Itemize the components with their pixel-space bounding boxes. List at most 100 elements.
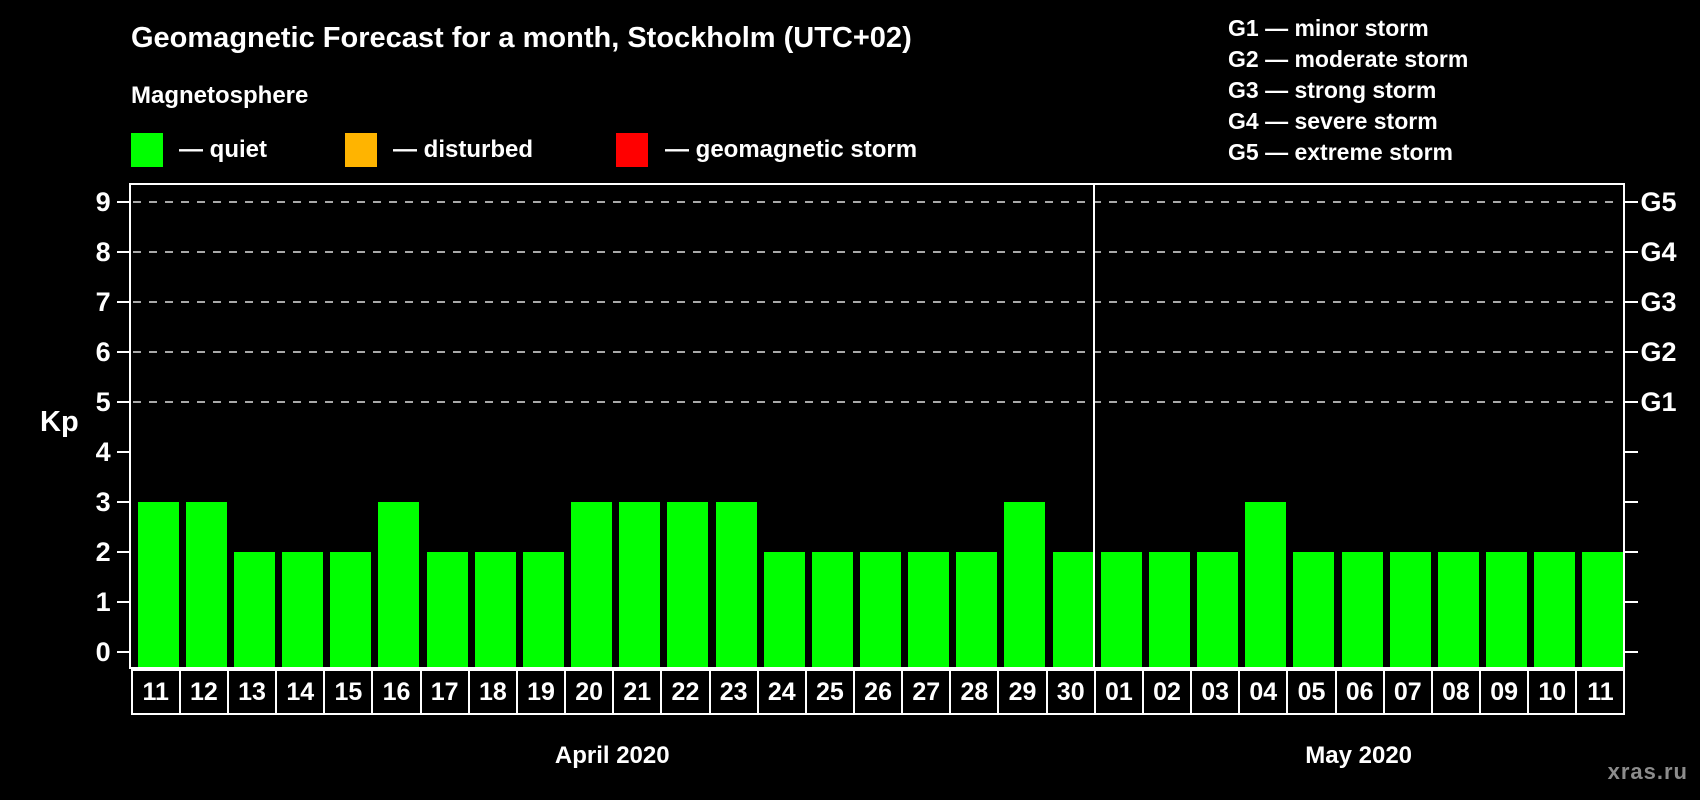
kp-bar-may-06 <box>1341 551 1383 667</box>
date-cell-11: 11 <box>130 669 181 715</box>
y-axis-tick <box>116 300 130 303</box>
g-axis-tick <box>1624 650 1638 653</box>
g-axis-tick <box>1624 300 1638 303</box>
g-scale-legend-line: G1 — minor storm <box>1228 15 1429 41</box>
y-axis-tick-label: 4 <box>95 436 111 467</box>
date-cell-19: 19 <box>515 669 567 715</box>
date-cell-06: 06 <box>1334 669 1385 715</box>
kp-bar-april-15 <box>330 551 372 667</box>
kp-bar-april-27 <box>908 551 950 667</box>
date-cell-14: 14 <box>275 669 326 715</box>
date-cell-22: 22 <box>660 669 711 715</box>
g-scale-legend-line: G4 — severe storm <box>1228 108 1438 134</box>
kp-bar-may-03 <box>1197 551 1239 667</box>
kp-bar-april-29 <box>1004 501 1046 667</box>
date-cell-20: 20 <box>564 669 615 715</box>
date-cell-11: 11 <box>1575 669 1626 715</box>
y-axis-tick <box>116 450 130 453</box>
y-axis-tick-label: 7 <box>95 286 111 317</box>
date-cell-15: 15 <box>323 669 374 715</box>
date-cell-16: 16 <box>371 669 422 715</box>
y-axis-tick <box>116 550 130 553</box>
kp-bar-april-26 <box>860 551 902 667</box>
date-cell-30: 30 <box>1045 669 1096 715</box>
kp-bar-may-10 <box>1534 551 1576 667</box>
date-cell-28: 28 <box>949 669 1000 715</box>
storm-swatch-icon <box>616 133 648 167</box>
watermark: xras.ru <box>1607 759 1688 784</box>
y-axis-tick <box>116 650 130 653</box>
kp-bar-april-20 <box>571 501 613 667</box>
y-axis-tick <box>116 400 130 403</box>
kp-bar-may-09 <box>1486 551 1528 667</box>
kp-bar-april-21 <box>619 501 661 667</box>
month-label: April 2020 <box>554 742 670 769</box>
disturbed-swatch-icon <box>345 133 377 167</box>
date-cell-25: 25 <box>804 669 855 715</box>
kp-bar-april-12 <box>185 501 227 667</box>
kp-bar-april-25 <box>811 551 853 667</box>
y-axis-tick <box>116 500 130 503</box>
plot-area <box>129 183 1625 669</box>
legend-label-disturbed: — disturbed <box>393 136 534 163</box>
date-cell-08: 08 <box>1430 669 1482 715</box>
legend-label-quiet: — quiet <box>179 136 267 163</box>
y-axis-tick <box>116 200 130 203</box>
date-cell-09: 09 <box>1479 669 1530 715</box>
y-axis-tick-label: 3 <box>95 486 111 517</box>
g-scale-legend-line: G3 — strong storm <box>1228 77 1437 103</box>
kp-bar-april-17 <box>426 551 468 667</box>
date-cell-13: 13 <box>227 669 278 715</box>
g-axis-label: G4 <box>1640 236 1677 267</box>
month-separator <box>1092 185 1095 667</box>
g-axis-tick <box>1624 450 1638 453</box>
y-axis-tick <box>116 600 130 603</box>
chart-subtitle: Magnetosphere <box>131 82 309 109</box>
date-cell-04: 04 <box>1238 669 1289 715</box>
date-cell-05: 05 <box>1286 669 1337 715</box>
g-axis-tick <box>1624 350 1638 353</box>
kp-bar-may-11 <box>1582 551 1624 667</box>
date-cell-23: 23 <box>708 669 759 715</box>
kp-bar-april-14 <box>282 551 324 667</box>
date-cell-29: 29 <box>997 669 1048 715</box>
kp-bar-may-08 <box>1437 551 1479 667</box>
date-cell-03: 03 <box>1190 669 1241 715</box>
kp-bar-may-02 <box>1148 551 1190 667</box>
y-axis-title: Kp <box>40 406 79 438</box>
date-cell-07: 07 <box>1382 669 1433 715</box>
y-axis-tick-label: 9 <box>95 186 111 217</box>
kp-bar-april-30 <box>1052 551 1094 667</box>
kp-bar-april-19 <box>522 551 564 667</box>
g-axis-label: G1 <box>1640 386 1677 417</box>
month-label: May 2020 <box>1305 742 1413 769</box>
kp-bar-april-28 <box>956 551 998 667</box>
kp-bar-may-04 <box>1245 501 1287 667</box>
date-cell-27: 27 <box>901 669 952 715</box>
gridline-kp-9 <box>132 200 1621 203</box>
legend-label-storm: — geomagnetic storm <box>665 136 918 163</box>
gridline-kp-8 <box>132 250 1621 253</box>
y-axis-tick <box>116 250 130 253</box>
date-cell-12: 12 <box>178 669 229 715</box>
g-axis-label: G2 <box>1640 336 1677 367</box>
y-axis-tick <box>116 350 130 353</box>
date-cell-17: 17 <box>419 669 470 715</box>
y-axis-tick-label: 5 <box>95 386 111 417</box>
kp-bar-april-18 <box>474 551 516 667</box>
gridline-kp-6 <box>132 350 1621 353</box>
g-axis-label: G5 <box>1640 186 1677 217</box>
y-axis-tick-label: 8 <box>95 236 111 267</box>
date-cell-10: 10 <box>1527 669 1578 715</box>
g-axis-tick <box>1624 500 1638 503</box>
quiet-swatch-icon <box>131 133 163 167</box>
kp-bar-april-16 <box>378 501 420 667</box>
g-scale-legend-line: G2 — moderate storm <box>1228 46 1469 72</box>
kp-bar-may-01 <box>1100 551 1142 667</box>
date-cell-26: 26 <box>853 669 904 715</box>
date-cell-24: 24 <box>756 669 807 715</box>
g-scale-legend: G1 — minor storm G2 — moderate storm G3 … <box>1228 13 1468 168</box>
y-axis-tick-label: 1 <box>95 586 111 617</box>
g-axis-label: G3 <box>1640 286 1677 317</box>
g-axis-tick <box>1624 250 1638 253</box>
